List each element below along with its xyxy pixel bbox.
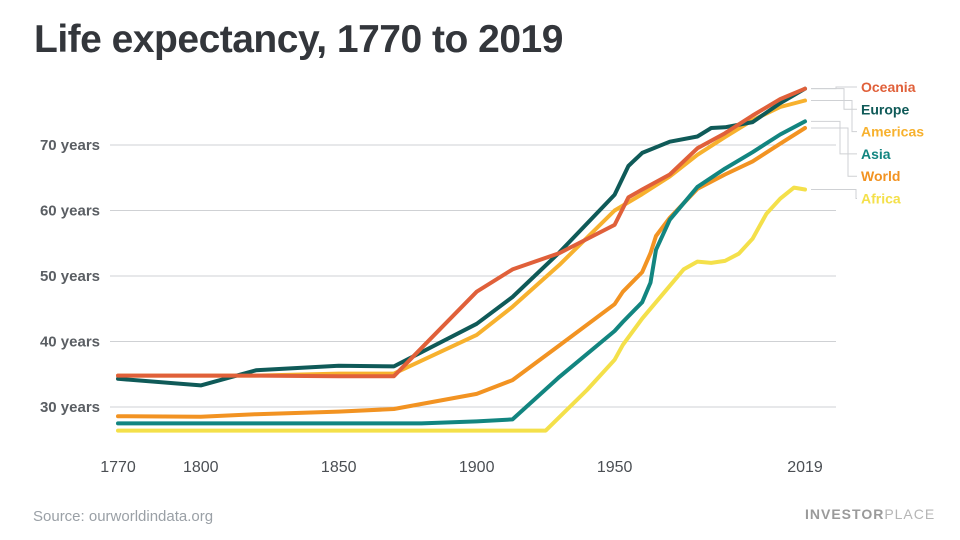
legend: Oceania Europe Americas Asia World Africa xyxy=(811,79,924,207)
y-tick-label: 30 years xyxy=(40,399,100,416)
legend-leader-line xyxy=(811,88,857,110)
x-tick-label: 1900 xyxy=(459,459,495,476)
series-lines xyxy=(116,86,807,433)
legend-leader-line xyxy=(811,127,857,177)
brand-logo-light: PLACE xyxy=(884,506,936,522)
legend-label-world: World xyxy=(861,168,900,184)
x-tick-label: 1950 xyxy=(597,459,633,476)
grid-lines xyxy=(110,144,836,408)
y-tick-label: 40 years xyxy=(40,334,100,351)
legend-label-europe: Europe xyxy=(861,101,909,117)
x-tick-label: 2019 xyxy=(787,459,823,476)
series-line-oceania xyxy=(116,86,807,379)
legend-label-africa: Africa xyxy=(861,191,901,207)
legend-leader-line xyxy=(811,120,857,155)
source-credit: Source: ourworldindata.org xyxy=(33,508,214,525)
brand-logo: INVESTORPLACE xyxy=(805,506,935,522)
y-tick-label: 60 years xyxy=(40,203,100,220)
brand-logo-bold: INVESTOR xyxy=(805,506,885,522)
legend-label-asia: Asia xyxy=(861,146,891,162)
y-tick-label: 70 years xyxy=(40,137,100,154)
x-tick-label: 1770 xyxy=(100,459,136,476)
legend-label-oceania: Oceania xyxy=(861,79,916,95)
legend-leader-line xyxy=(811,99,857,133)
series-line-asia xyxy=(116,119,807,426)
series-line-americas xyxy=(116,98,807,378)
legend-leader-line xyxy=(811,189,857,199)
chart-title: Life expectancy, 1770 to 2019 xyxy=(34,18,563,61)
series-line-africa xyxy=(116,185,807,433)
x-axis-ticks: 1770 1800 1850 1900 1950 2019 xyxy=(100,459,823,476)
y-axis-ticks: 30 years 40 years 50 years 60 years 70 years xyxy=(40,137,100,416)
series-line-europe xyxy=(116,86,807,388)
y-tick-label: 50 years xyxy=(40,268,100,285)
legend-label-americas: Americas xyxy=(861,124,924,140)
series-line-world xyxy=(116,126,807,419)
x-tick-label: 1800 xyxy=(183,459,219,476)
x-tick-label: 1850 xyxy=(321,459,357,476)
